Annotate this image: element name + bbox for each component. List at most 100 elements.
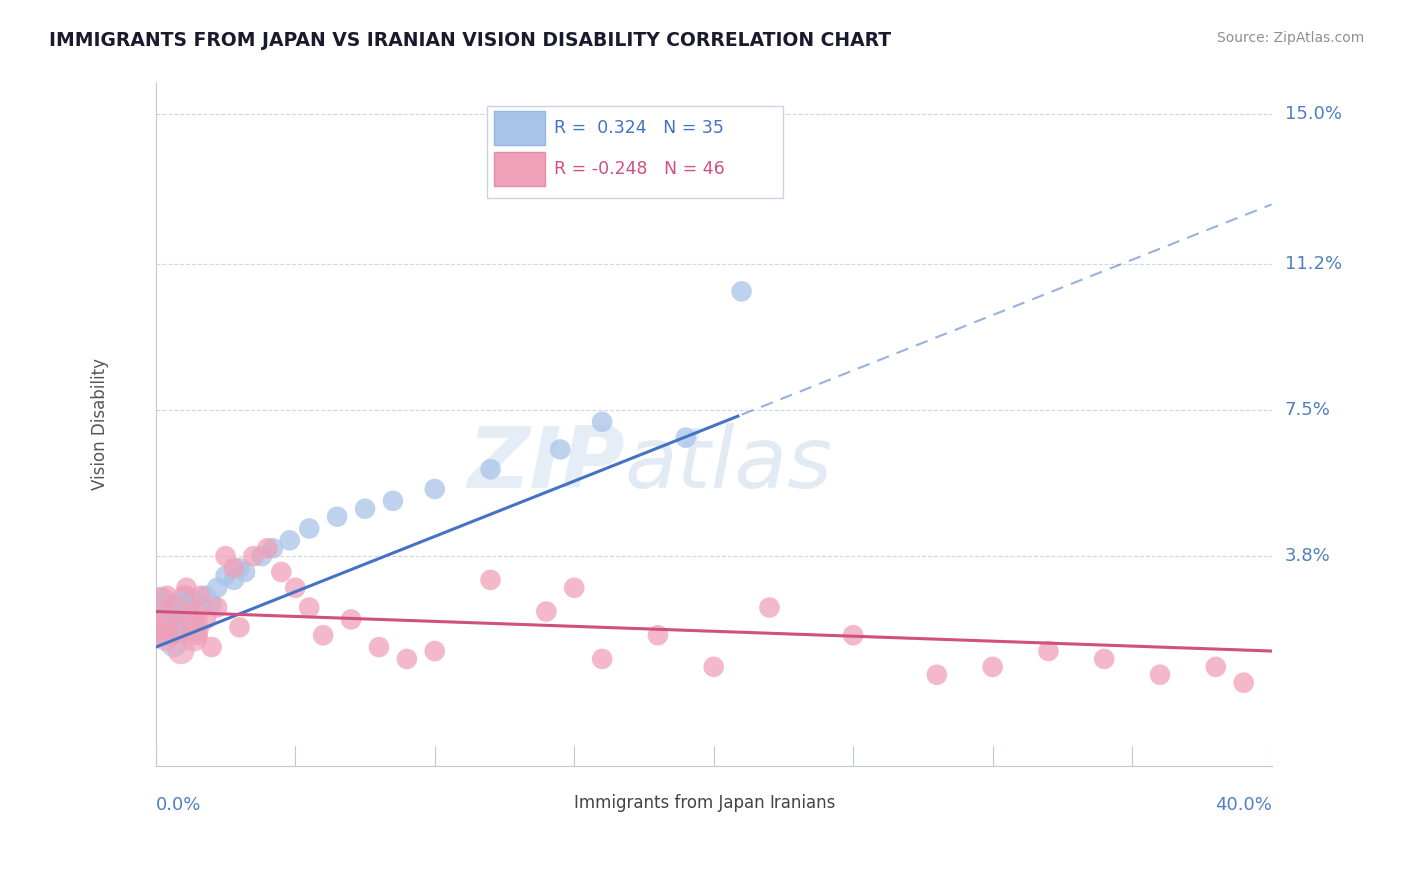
- Point: [146, 623, 169, 637]
- Point: [1149, 667, 1171, 681]
- Point: [262, 541, 284, 556]
- Point: [163, 637, 186, 651]
- FancyBboxPatch shape: [494, 112, 546, 145]
- Point: [165, 608, 187, 623]
- Text: 7.5%: 7.5%: [1285, 401, 1331, 419]
- Point: [278, 533, 301, 548]
- Point: [148, 626, 170, 640]
- Point: [159, 605, 181, 619]
- Text: R = -0.248   N = 46: R = -0.248 N = 46: [554, 161, 725, 178]
- Point: [591, 652, 613, 666]
- Point: [153, 620, 176, 634]
- Text: ZIP: ZIP: [467, 424, 624, 507]
- Point: [181, 592, 204, 607]
- Point: [176, 581, 198, 595]
- Point: [842, 628, 865, 642]
- Point: [703, 660, 725, 674]
- Point: [167, 600, 190, 615]
- Point: [195, 589, 218, 603]
- Point: [548, 442, 571, 457]
- Point: [183, 631, 205, 645]
- Point: [981, 660, 1004, 674]
- Point: [250, 549, 273, 564]
- Point: [162, 616, 184, 631]
- Point: [170, 643, 193, 657]
- Point: [148, 612, 170, 626]
- Point: [170, 615, 193, 629]
- Point: [298, 522, 321, 536]
- Point: [562, 581, 585, 595]
- Point: [184, 621, 207, 635]
- Point: [173, 597, 195, 611]
- Point: [176, 589, 198, 603]
- Point: [242, 549, 264, 564]
- Point: [163, 600, 186, 615]
- Point: [284, 581, 307, 595]
- FancyBboxPatch shape: [541, 798, 571, 821]
- Point: [423, 644, 446, 658]
- Point: [184, 607, 207, 621]
- Point: [205, 581, 228, 595]
- Point: [195, 612, 218, 626]
- Point: [156, 605, 179, 619]
- Point: [148, 593, 170, 607]
- Point: [228, 561, 250, 575]
- Point: [222, 573, 245, 587]
- Point: [153, 618, 176, 632]
- Point: [395, 652, 418, 666]
- Point: [381, 493, 404, 508]
- Point: [270, 565, 292, 579]
- Text: Iranians: Iranians: [769, 794, 835, 812]
- Text: 15.0%: 15.0%: [1285, 104, 1341, 122]
- Point: [167, 624, 190, 639]
- Point: [1205, 660, 1227, 674]
- Point: [368, 640, 391, 654]
- Point: [730, 285, 752, 299]
- Point: [159, 628, 181, 642]
- Point: [326, 509, 349, 524]
- Point: [187, 620, 209, 634]
- Point: [153, 612, 176, 626]
- Point: [156, 589, 179, 603]
- Point: [591, 415, 613, 429]
- Point: [173, 589, 195, 603]
- Point: [150, 600, 173, 615]
- Point: [179, 605, 201, 619]
- Point: [423, 482, 446, 496]
- Point: [925, 667, 948, 681]
- Point: [536, 605, 558, 619]
- Text: atlas: atlas: [624, 424, 832, 507]
- Point: [758, 600, 780, 615]
- Point: [162, 625, 184, 640]
- Point: [187, 628, 209, 642]
- Text: Vision Disability: Vision Disability: [91, 358, 110, 490]
- Point: [165, 597, 187, 611]
- Point: [150, 620, 173, 634]
- Point: [312, 628, 335, 642]
- Point: [179, 600, 201, 615]
- FancyBboxPatch shape: [737, 798, 766, 821]
- Point: [162, 612, 184, 626]
- Point: [170, 612, 193, 626]
- Point: [170, 608, 193, 623]
- Text: Source: ZipAtlas.com: Source: ZipAtlas.com: [1216, 31, 1364, 45]
- Text: 3.8%: 3.8%: [1285, 547, 1330, 566]
- Point: [298, 600, 321, 615]
- Text: 40.0%: 40.0%: [1215, 797, 1271, 814]
- Point: [1233, 675, 1256, 690]
- Point: [354, 501, 377, 516]
- Point: [214, 569, 236, 583]
- Point: [675, 431, 697, 445]
- Point: [200, 640, 222, 654]
- Text: IMMIGRANTS FROM JAPAN VS IRANIAN VISION DISABILITY CORRELATION CHART: IMMIGRANTS FROM JAPAN VS IRANIAN VISION …: [49, 31, 891, 50]
- Point: [181, 612, 204, 626]
- Point: [159, 624, 181, 639]
- Point: [205, 600, 228, 615]
- Point: [340, 612, 363, 626]
- Point: [155, 631, 177, 645]
- Point: [479, 573, 502, 587]
- Text: R =  0.324   N = 35: R = 0.324 N = 35: [554, 120, 724, 137]
- FancyBboxPatch shape: [488, 106, 783, 198]
- Point: [150, 593, 173, 607]
- FancyBboxPatch shape: [494, 153, 546, 186]
